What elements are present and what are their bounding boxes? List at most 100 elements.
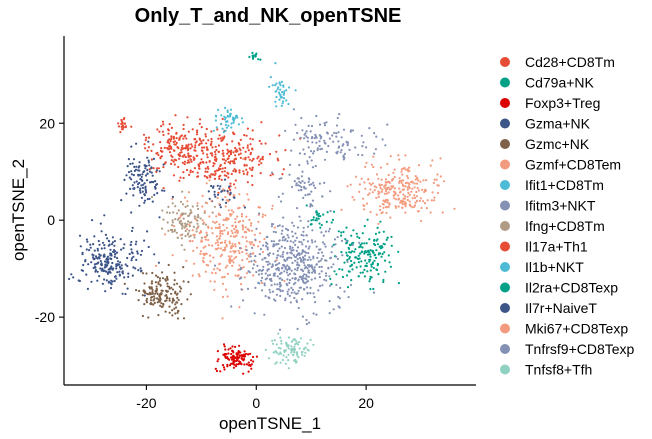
data-point [209,260,212,263]
data-point [289,245,292,248]
data-point [166,141,169,144]
data-point [298,347,301,350]
data-point [339,286,342,289]
data-point [210,199,213,202]
data-point [242,354,246,357]
data-point [143,290,146,293]
data-point [122,247,125,250]
data-point [272,351,275,354]
data-point [311,141,314,144]
data-point [240,215,244,218]
data-point [143,303,146,306]
data-point [346,286,350,289]
data-point [384,200,387,204]
data-point [265,245,268,248]
data-point [226,232,229,236]
data-point [261,157,264,160]
data-point [113,249,116,252]
data-point [281,91,284,94]
data-point [309,292,312,295]
data-point [161,227,164,230]
data-point [269,174,272,177]
data-point [269,76,272,79]
data-point [363,250,366,253]
data-point [184,205,187,208]
data-point [204,167,207,170]
data-point [220,178,223,181]
data-point [325,121,328,124]
data-point [293,296,296,300]
data-point [147,136,150,139]
data-point [102,254,105,257]
data-point [251,246,254,249]
data-point [206,156,209,159]
data-point [288,173,291,176]
data-point [130,240,133,244]
data-point [150,149,153,152]
data-point [409,205,412,208]
data-point [286,284,289,287]
data-point [172,140,175,144]
data-point [162,123,165,126]
data-point [300,233,303,237]
data-point [140,184,143,187]
data-point [130,178,133,181]
data-point [373,242,376,246]
data-point [94,255,98,258]
data-point [369,258,372,261]
data-point [93,235,96,238]
data-point [341,268,344,271]
data-point [239,152,242,155]
data-point [190,143,193,146]
data-point [296,342,299,345]
y-tick-label: 0 [47,212,55,228]
data-point [218,187,221,190]
data-point [275,82,278,85]
data-point [80,269,83,272]
data-point [112,250,115,253]
data-point [135,258,138,261]
data-point [176,317,180,320]
legend-label: Gzmc+NK [525,136,590,152]
data-point [381,138,384,141]
data-point [186,223,189,226]
data-point [136,186,139,189]
data-point [398,177,401,180]
data-point [132,174,135,177]
data-point [106,272,109,275]
data-point [305,281,308,284]
data-point [138,165,141,168]
data-point [216,184,219,187]
data-point [171,314,174,317]
data-point [329,257,332,260]
data-point [161,150,164,153]
data-point [372,155,375,158]
data-point [279,284,283,287]
series-cd79a-nk [248,51,400,291]
data-point [126,256,129,260]
data-point [171,301,174,304]
data-point [384,144,387,147]
data-point [100,247,103,250]
data-point [279,200,283,203]
data-point [408,166,411,169]
data-point [176,309,180,312]
data-point [297,184,300,187]
data-point [259,232,262,235]
data-point [292,224,295,227]
data-point [309,258,312,261]
data-point [270,225,273,228]
data-point [271,339,274,342]
plot-points [68,51,456,375]
data-point [165,296,169,299]
data-point [170,292,173,295]
data-point [178,154,182,158]
data-point [302,238,305,241]
data-point [93,257,96,260]
data-point [210,227,213,230]
data-point [359,245,362,248]
data-point [232,261,235,264]
data-point [223,174,226,177]
data-point [123,276,126,279]
data-point [155,264,158,267]
